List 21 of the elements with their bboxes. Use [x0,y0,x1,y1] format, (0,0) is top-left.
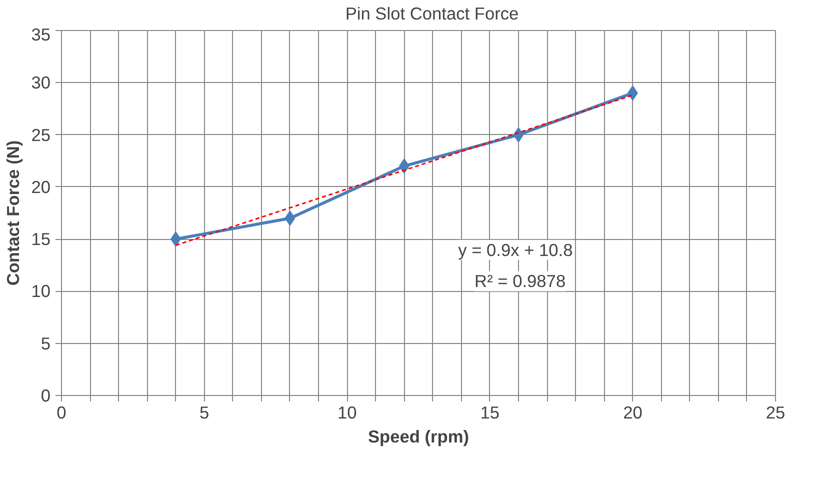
x-tick-label: 10 [337,402,357,422]
y-axis-title: Contact Force (N) [3,140,24,286]
annotation: y = 0.9x + 10.8 [458,240,573,260]
y-tick-label: 0 [40,386,51,406]
y-tick-label: 20 [31,176,51,197]
y-tick-label: 25 [31,124,51,145]
y-tick-label: 10 [31,281,51,302]
y-tick-label: 15 [31,229,51,250]
x-tick-label: 5 [199,402,210,422]
x-tick-label: 15 [480,402,500,422]
y-tick-label: 5 [40,333,51,354]
text: Pin Slot Contact Force [345,4,519,24]
x-tick-label: 25 [766,402,786,422]
y-tick-label: 30 [31,72,51,93]
point [284,210,296,226]
annotation: R² = 0.9878 [474,271,566,292]
x-axis-title: Speed (rpm) [368,426,470,446]
y-tick-label: 35 [31,24,51,44]
x-tick-label: 0 [56,402,66,422]
x-tick-label: 20 [623,402,642,422]
point [513,127,524,142]
